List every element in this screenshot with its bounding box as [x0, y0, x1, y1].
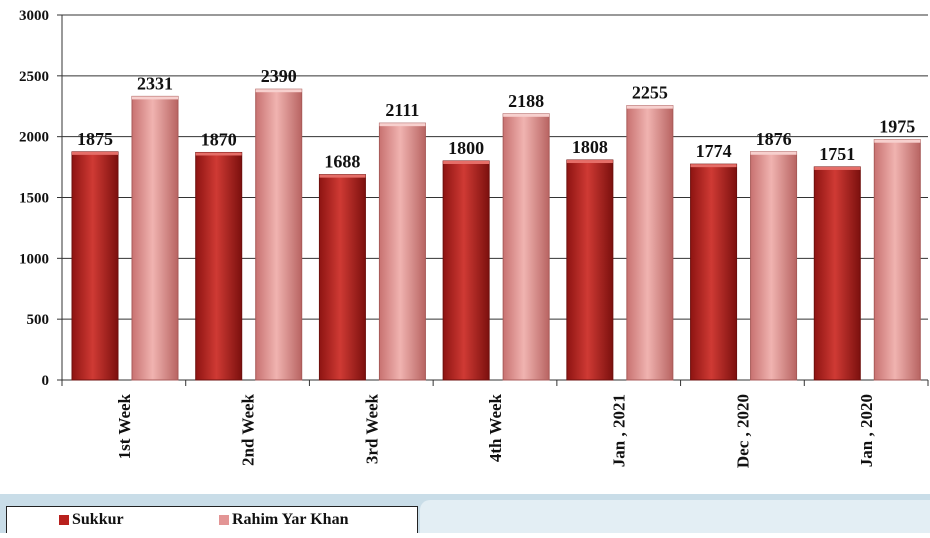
bar-highlight	[379, 123, 426, 127]
bar-rahim-yar-khan	[131, 95, 179, 381]
x-tick-label: Jan , 2021	[610, 394, 629, 467]
x-tick-label: Dec , 2020	[733, 394, 752, 468]
bar-highlight	[566, 160, 613, 164]
data-label: 1870	[201, 129, 237, 149]
x-tick-label: Jan , 2020	[857, 394, 876, 467]
data-label: 2390	[261, 66, 297, 86]
x-tick-label: 3rd Week	[362, 393, 381, 464]
x-tick-label: 4th Week	[486, 393, 505, 462]
x-tick-label: 1st Week	[115, 393, 134, 459]
bar-highlight	[319, 174, 366, 178]
bar-rahim-yar-khan	[626, 105, 674, 381]
data-label: 2188	[508, 91, 544, 111]
bar-highlight	[690, 164, 737, 168]
bar-sukkur	[442, 160, 490, 381]
bar-highlight	[195, 152, 242, 156]
data-label: 1688	[324, 152, 360, 172]
y-tick-label: 1000	[19, 251, 49, 267]
data-label: 1808	[572, 137, 608, 157]
legend-label-rahim-yar-khan: Rahim Yar Khan	[232, 511, 349, 528]
bar-sukkur	[566, 159, 614, 381]
bar-sukkur	[318, 174, 366, 381]
legend-item-sukkur: Sukkur	[59, 511, 124, 529]
x-tick-label: 2nd Week	[239, 393, 258, 466]
data-label: 1875	[77, 129, 113, 149]
bar-highlight	[626, 105, 673, 109]
y-tick-label: 1500	[19, 191, 49, 207]
bar-sukkur	[195, 151, 243, 381]
y-tick-label: 3000	[19, 8, 49, 24]
bar-rahim-yar-khan	[255, 88, 303, 381]
bar-highlight	[72, 151, 118, 155]
y-tick-label: 2500	[19, 69, 49, 85]
data-label: 1774	[696, 141, 732, 161]
data-label: 2111	[385, 100, 419, 120]
y-tick-label: 0	[42, 373, 50, 389]
data-label: 1975	[879, 117, 915, 137]
bar-highlight	[750, 151, 797, 155]
bar-highlight	[503, 113, 550, 117]
legend-item-rahim-yar-khan: Rahim Yar Khan	[219, 511, 348, 529]
bar-sukkur	[813, 166, 861, 381]
data-label: 1800	[448, 138, 484, 158]
y-tick-label: 500	[27, 312, 50, 328]
bar-sukkur	[71, 151, 119, 381]
data-label: 1876	[756, 129, 792, 149]
legend-swatch-sukkur	[59, 515, 69, 525]
bar-highlight	[443, 161, 490, 164]
bar-highlight	[255, 89, 302, 93]
legend: Sukkur Rahim Yar Khan	[6, 506, 418, 533]
bar-rahim-yar-khan	[502, 113, 550, 381]
bar-rahim-yar-khan	[873, 139, 921, 381]
data-label: 2331	[137, 73, 173, 93]
bar-sukkur	[690, 163, 738, 381]
bar-highlight	[874, 139, 921, 143]
data-label: 1751	[819, 144, 855, 164]
y-tick-label: 2000	[19, 130, 49, 146]
bar-highlight	[132, 96, 178, 100]
legend-swatch-rahim-yar-khan	[219, 515, 229, 525]
bar-rahim-yar-khan	[378, 122, 426, 381]
data-label: 2255	[632, 83, 668, 103]
bar-rahim-yar-khan	[750, 151, 798, 381]
legend-label-sukkur: Sukkur	[72, 511, 124, 528]
bar-highlight	[814, 166, 861, 170]
